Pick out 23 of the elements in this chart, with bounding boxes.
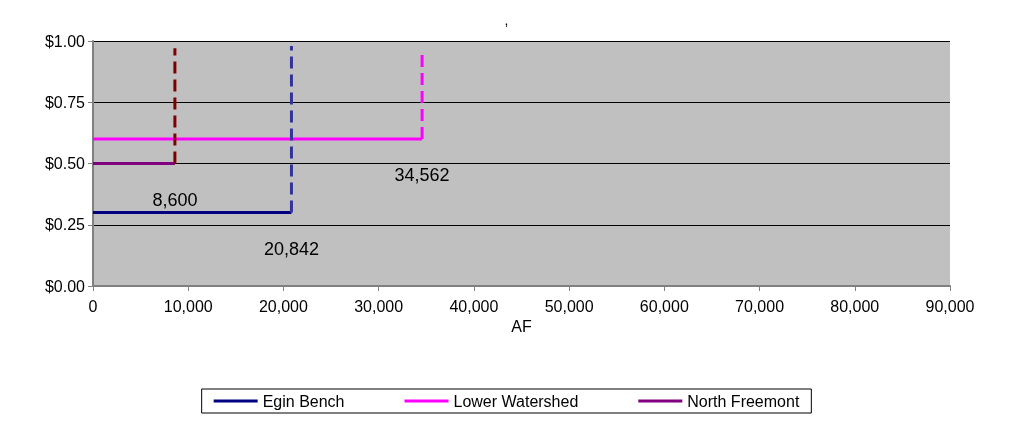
x-tick-label: 40,000 — [449, 297, 499, 315]
x-tick-label: 70,000 — [735, 297, 785, 315]
y-tick-label: $0.50 — [44, 155, 86, 172]
y-tick-label: $0.75 — [44, 93, 86, 111]
x-tick-label: 50,000 — [544, 297, 594, 315]
legend-label: Egin Bench — [262, 392, 345, 410]
legend-label: North Freemont — [687, 392, 800, 410]
chart-title: , — [504, 12, 509, 28]
annotation: 8,600 — [152, 189, 198, 210]
legend-label: Lower Watershed — [453, 392, 579, 410]
x-tick-label: 30,000 — [354, 297, 404, 315]
x-tick-label: 0 — [88, 297, 98, 315]
x-tick-label: 80,000 — [830, 297, 880, 315]
y-tick-label: $0.00 — [44, 277, 86, 295]
y-tick-label: $0.25 — [44, 216, 86, 234]
x-tick-label: 90,000 — [925, 297, 975, 315]
x-tick-label: 10,000 — [163, 297, 213, 315]
y-tick-label: $1.00 — [44, 32, 86, 50]
x-axis-title: AF — [511, 318, 532, 336]
x-tick-label: 60,000 — [639, 297, 689, 315]
annotation: 20,842 — [263, 238, 319, 259]
x-tick-label: 20,000 — [258, 297, 309, 315]
annotation: 34,562 — [394, 165, 450, 185]
